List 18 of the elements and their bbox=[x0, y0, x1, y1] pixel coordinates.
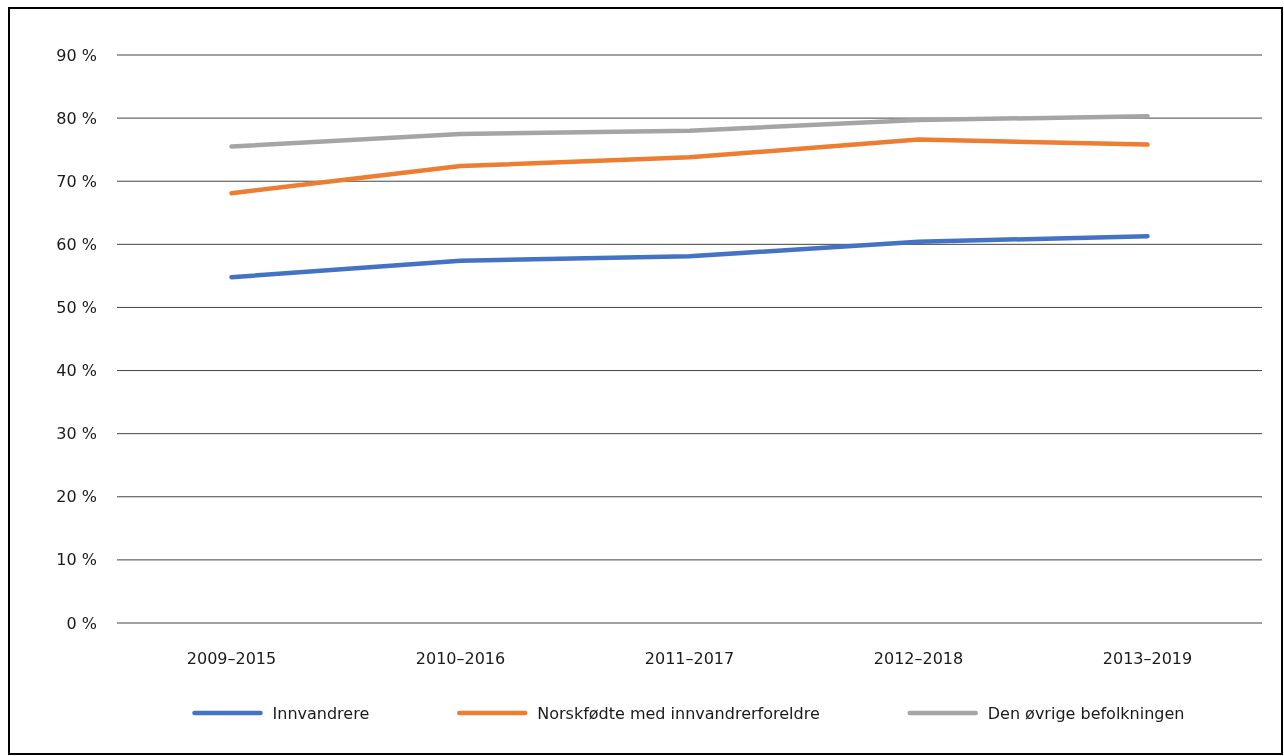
y-tick-label: 80 % bbox=[56, 108, 97, 128]
y-tick-label: 50 % bbox=[56, 298, 97, 318]
y-tick-label: 90 % bbox=[56, 45, 97, 65]
y-tick-label: 10 % bbox=[56, 550, 97, 570]
x-tick-label: 2013–2019 bbox=[1102, 648, 1193, 668]
x-tick-label: 2012–2018 bbox=[873, 648, 964, 668]
x-tick-label: 2010–2016 bbox=[415, 648, 506, 668]
y-tick-label: 20 % bbox=[56, 487, 97, 507]
y-tick-label: 30 % bbox=[56, 424, 97, 444]
legend-label: Den øvrige befolkningen bbox=[987, 703, 1185, 723]
x-tick-label: 2011–2017 bbox=[644, 648, 735, 668]
legend-label: Norskfødte med innvandrerforeldre bbox=[537, 703, 820, 723]
y-tick-label: 60 % bbox=[56, 234, 97, 254]
y-tick-label: 70 % bbox=[56, 171, 97, 191]
y-tick-label: 0 % bbox=[66, 613, 97, 633]
y-tick-label: 40 % bbox=[56, 361, 97, 381]
legend-label: Innvandrere bbox=[272, 703, 370, 723]
x-tick-label: 2009–2015 bbox=[186, 648, 277, 668]
